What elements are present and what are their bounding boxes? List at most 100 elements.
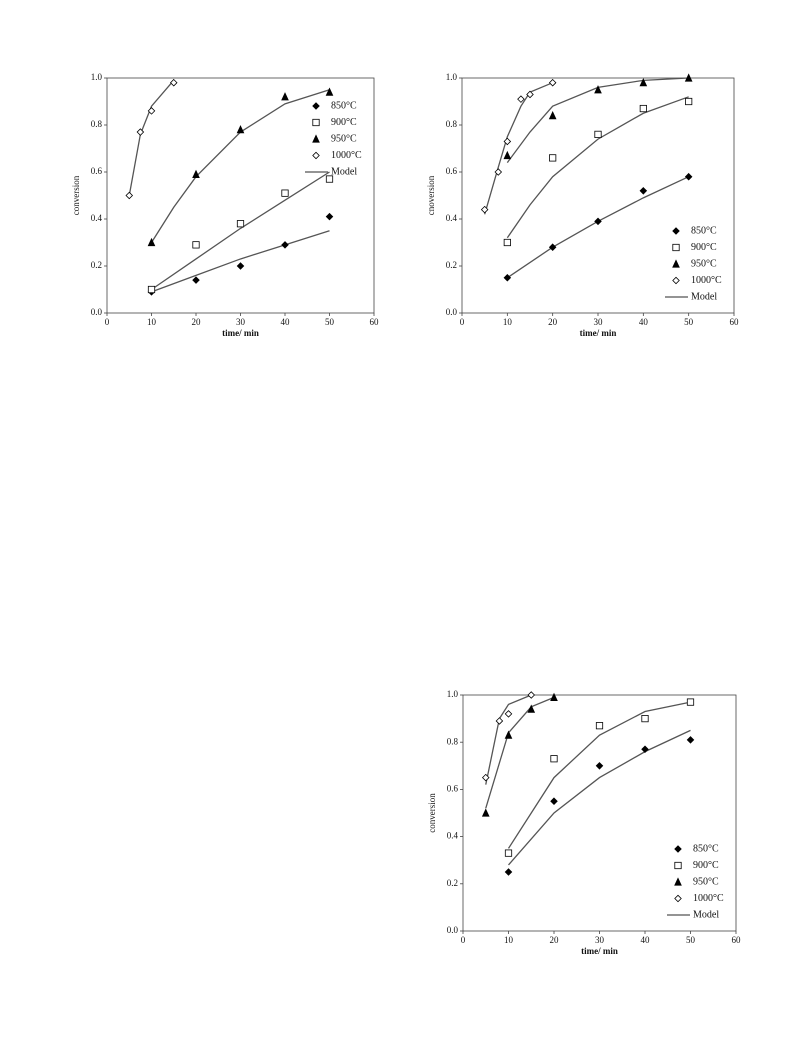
y-axis-label: conversion <box>71 175 81 215</box>
y-tick-label: 0.4 <box>447 831 459 841</box>
x-tick-label: 20 <box>548 317 558 327</box>
legend-marker <box>674 861 682 870</box>
marker <box>595 722 604 730</box>
x-tick-label: 30 <box>594 317 604 327</box>
x-tick-label: 40 <box>641 935 651 945</box>
x-tick-label: 40 <box>639 317 649 327</box>
legend-label: 900°C <box>691 242 717 253</box>
model-line <box>485 694 532 785</box>
legend-label: Model <box>331 166 357 177</box>
marker <box>125 191 134 200</box>
marker <box>686 736 695 744</box>
marker <box>281 189 289 197</box>
legend-label: 950°C <box>691 258 717 269</box>
y-tick-label: 0.0 <box>447 925 459 935</box>
legend-marker <box>672 227 680 235</box>
x-tick-label: 10 <box>147 317 157 327</box>
y-tick-label: 1.0 <box>447 689 459 699</box>
marker <box>685 97 693 106</box>
marker <box>281 241 289 249</box>
marker <box>136 128 145 136</box>
marker <box>548 243 557 251</box>
marker <box>594 130 602 138</box>
x-axis-label: time/ min <box>580 328 617 338</box>
model-line <box>507 701 691 849</box>
legend-marker <box>672 276 680 285</box>
marker <box>527 704 536 713</box>
y-tick-label: 0.4 <box>446 213 458 223</box>
y-axis-label: cnoversion <box>426 175 436 215</box>
legend-label: 1000°C <box>693 893 724 904</box>
x-tick-label: 60 <box>732 935 742 945</box>
x-tick-label: 30 <box>595 935 605 945</box>
marker <box>192 241 200 249</box>
y-tick-label: 0.2 <box>447 878 458 888</box>
marker <box>503 137 512 146</box>
x-axis-label: time/ min <box>581 946 618 956</box>
y-tick-label: 0.2 <box>446 260 457 270</box>
marker <box>504 849 513 857</box>
legend-label: 950°C <box>331 133 357 144</box>
x-tick-label: 0 <box>105 317 110 327</box>
model-line <box>151 171 330 291</box>
marker <box>494 168 503 176</box>
marker <box>684 73 693 82</box>
marker <box>236 220 245 228</box>
marker <box>504 710 513 718</box>
y-tick-label: 0.0 <box>91 307 103 317</box>
marker <box>548 110 557 120</box>
marker <box>594 85 602 94</box>
legend-marker <box>674 877 682 886</box>
marker <box>641 745 649 754</box>
marker <box>504 730 513 739</box>
y-tick-label: 0.0 <box>446 307 458 317</box>
y-tick-label: 0.2 <box>91 260 102 270</box>
marker <box>192 169 200 178</box>
legend-marker <box>312 118 320 127</box>
x-tick-label: 50 <box>325 317 335 327</box>
legend-marker <box>312 151 320 160</box>
marker <box>550 692 558 701</box>
marker <box>503 273 512 282</box>
marker <box>481 808 490 817</box>
marker <box>481 773 490 782</box>
x-tick-label: 50 <box>686 935 696 945</box>
y-tick-label: 0.8 <box>91 119 103 129</box>
legend-marker <box>674 894 682 903</box>
marker <box>495 717 504 725</box>
y-tick-label: 0.6 <box>91 166 103 176</box>
marker <box>641 715 649 723</box>
y-tick-label: 0.4 <box>91 213 103 223</box>
marker <box>503 150 512 160</box>
x-axis-label: time/ min <box>222 328 259 338</box>
x-tick-label: 0 <box>461 935 466 945</box>
marker <box>594 217 602 226</box>
legend-marker <box>312 134 320 143</box>
model-line <box>506 77 689 163</box>
x-tick-label: 0 <box>460 317 465 327</box>
chart: 0.0 0.2 0.4 0.6 0.8 1.0 0 10 20 30 40 50 60 time/ min… <box>71 72 379 338</box>
x-tick-label: 20 <box>550 935 560 945</box>
legend-label: Model <box>691 291 717 302</box>
marker <box>281 92 289 101</box>
legend-label: 900°C <box>331 117 357 128</box>
plot-frame <box>106 77 375 314</box>
y-tick-label: 0.6 <box>447 783 459 793</box>
y-tick-label: 1.0 <box>446 72 458 82</box>
x-tick-label: 60 <box>730 317 740 327</box>
marker <box>527 691 536 699</box>
legend-marker <box>312 102 320 110</box>
marker <box>550 755 558 763</box>
legend-label: 850°C <box>693 843 719 854</box>
legend-label: Model <box>693 909 719 920</box>
x-tick-label: 40 <box>281 317 291 327</box>
legend-label: 1000°C <box>691 275 722 286</box>
marker <box>325 87 334 96</box>
marker <box>684 172 693 181</box>
marker <box>503 238 511 247</box>
marker <box>595 762 604 770</box>
model-line <box>506 176 689 279</box>
marker <box>526 90 534 99</box>
marker <box>169 78 178 87</box>
x-tick-label: 60 <box>370 317 380 327</box>
